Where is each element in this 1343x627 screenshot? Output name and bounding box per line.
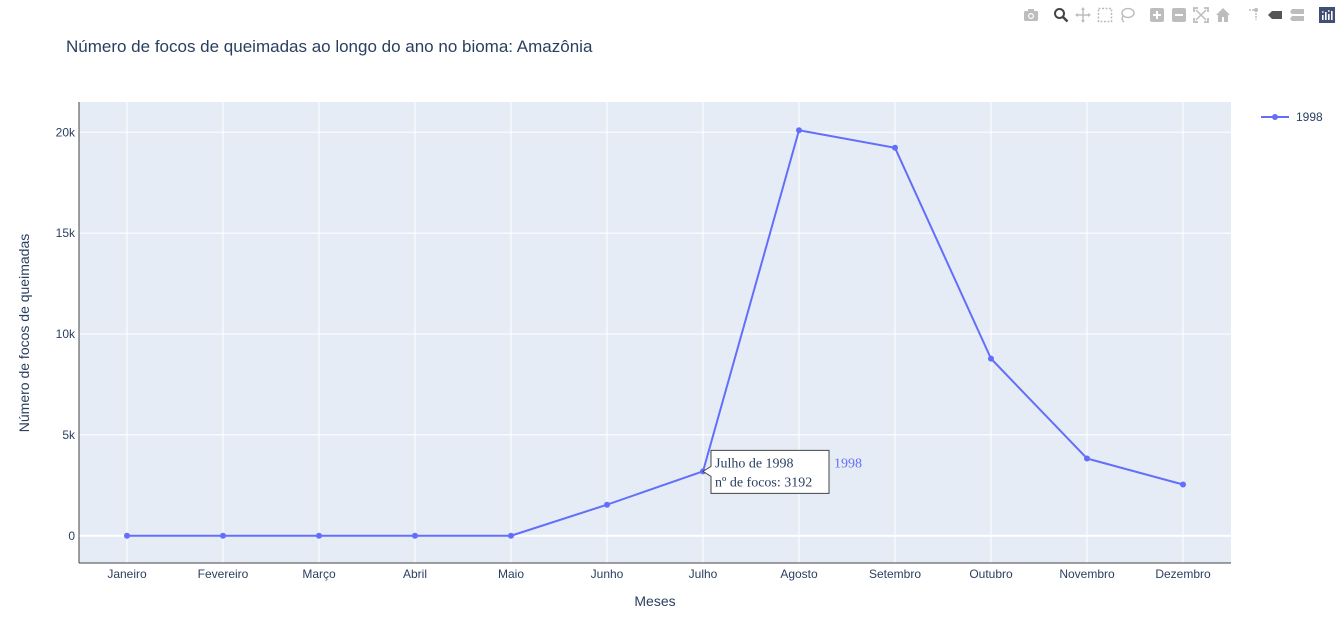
modebar [1013, 5, 1337, 25]
data-point [508, 532, 514, 539]
x-gridlines [126, 102, 1184, 563]
tooltip-line-1: Julho de 1998 [715, 456, 794, 471]
lasso-select-icon[interactable] [1117, 5, 1137, 25]
series-line [127, 129, 1184, 537]
data-point [1084, 455, 1090, 462]
legend[interactable]: 1998 [1261, 110, 1323, 124]
tooltip-series-label: 1998 [834, 456, 862, 471]
legend-marker [1272, 114, 1278, 120]
y-axis-title: Número de focos de queimadas [16, 234, 32, 432]
hover-compare-icon[interactable] [1287, 5, 1307, 25]
y-tick-label: 0 [68, 529, 75, 543]
box-select-icon[interactable] [1095, 5, 1115, 25]
hover-closest-icon[interactable] [1265, 5, 1285, 25]
zoom-in-icon[interactable] [1147, 5, 1167, 25]
x-tick-label: Maio [498, 567, 524, 581]
plot-area[interactable] [79, 102, 1231, 563]
data-point [892, 144, 898, 151]
y-tick-label: 5k [62, 428, 76, 442]
x-tick-label: Dezembro [1155, 567, 1211, 581]
tooltip-line-2: nº de focos: 3192 [715, 475, 812, 490]
data-point [796, 127, 802, 134]
x-tick-label: Julho [689, 567, 718, 581]
data-point [604, 501, 610, 508]
spike-lines-icon[interactable] [1243, 5, 1263, 25]
x-tick-labels: Janeiro Fevereiro Março Abril Maio Junho Julho… [107, 567, 1211, 581]
data-point [124, 532, 130, 539]
x-tick-label: Outubro [969, 567, 1013, 581]
zoom-icon[interactable] [1051, 5, 1071, 25]
tooltip-box [702, 449, 830, 494]
y-tick-label: 10k [56, 327, 76, 341]
data-point [1180, 481, 1186, 488]
y-tick-label: 20k [56, 125, 76, 139]
x-tick-label: Junho [591, 567, 624, 581]
chart-title: Número de focos de queimadas ao longo do… [66, 37, 593, 56]
data-point [220, 532, 226, 539]
x-tick-label: Abril [403, 567, 427, 581]
reset-axes-icon[interactable] [1213, 5, 1233, 25]
x-axis-title: Meses [634, 593, 675, 609]
hover-tooltip: Julho de 1998 nº de focos: 3192 1998 [702, 449, 862, 494]
x-tick-label: Março [302, 567, 336, 581]
autoscale-icon[interactable] [1191, 5, 1211, 25]
pan-icon[interactable] [1073, 5, 1093, 25]
x-tick-label: Fevereiro [198, 567, 249, 581]
y-tick-label: 15k [56, 226, 76, 240]
plotly-logo-icon[interactable] [1317, 5, 1337, 25]
x-tick-label: Setembro [869, 567, 921, 581]
data-point [316, 532, 322, 539]
y-tick-labels: 0 5k 10k 15k 20k [56, 125, 76, 543]
legend-label: 1998 [1296, 110, 1323, 124]
data-point [988, 355, 994, 362]
x-tick-label: Agosto [780, 567, 818, 581]
x-tick-label: Novembro [1059, 567, 1115, 581]
x-tick-label: Janeiro [107, 567, 147, 581]
data-point [412, 532, 418, 539]
zoom-out-icon[interactable] [1169, 5, 1189, 25]
camera-icon[interactable] [1021, 5, 1041, 25]
series-1998 [124, 127, 1186, 539]
